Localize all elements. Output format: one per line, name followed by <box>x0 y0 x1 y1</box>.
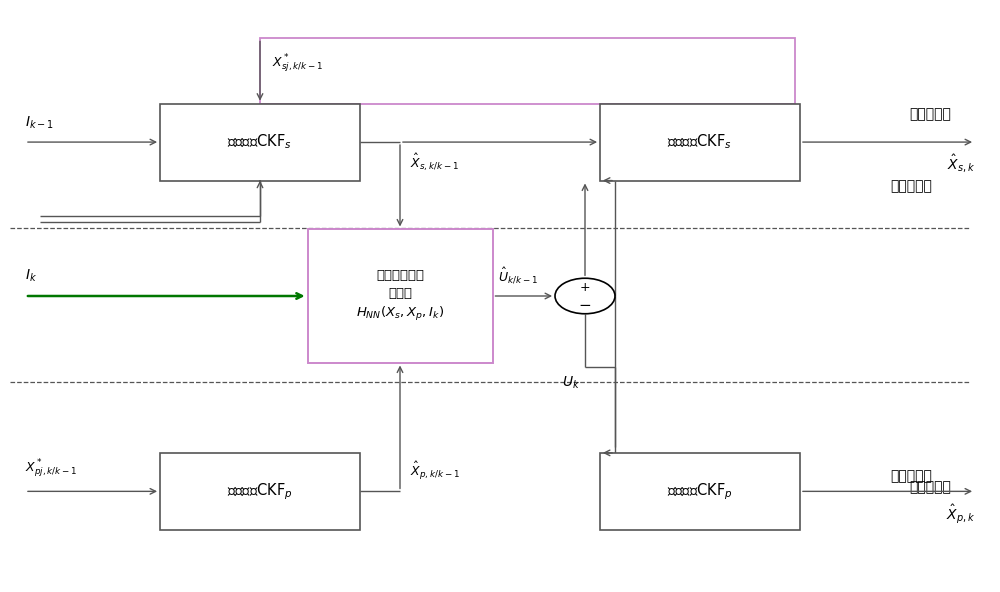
Text: $\hat{X}_{p,k}$: $\hat{X}_{p,k}$ <box>946 502 975 526</box>
Text: +: + <box>580 281 590 294</box>
Text: 量测更新CKF$_s$: 量测更新CKF$_s$ <box>667 133 733 152</box>
Text: 量测更新CKF$_p$: 量测更新CKF$_p$ <box>667 481 733 501</box>
Bar <box>600 453 800 530</box>
Text: 时间更新CKF$_s$: 时间更新CKF$_s$ <box>227 133 293 152</box>
Text: $U_k$: $U_k$ <box>562 374 580 391</box>
Text: $X^*_{sj,k/k-1}$: $X^*_{sj,k/k-1}$ <box>272 53 323 75</box>
Bar <box>260 38 795 104</box>
Text: $\hat{X}_{s,k}$: $\hat{X}_{s,k}$ <box>947 153 975 175</box>
Bar <box>160 453 360 530</box>
Bar <box>600 104 800 181</box>
Text: $\hat{X}_{p,k/k-1}$: $\hat{X}_{p,k/k-1}$ <box>410 461 460 482</box>
Text: −: − <box>579 298 591 313</box>
Text: $\hat{X}_{s,k/k-1}$: $\hat{X}_{s,k/k-1}$ <box>410 151 459 172</box>
Text: $I_{k-1}$: $I_{k-1}$ <box>25 115 54 131</box>
Text: $X^*_{pj,k/k-1}$: $X^*_{pj,k/k-1}$ <box>25 458 77 480</box>
Bar <box>160 104 360 181</box>
Text: 状态卡尔曼: 状态卡尔曼 <box>909 107 951 121</box>
Text: 时间更新CKF$_p$: 时间更新CKF$_p$ <box>227 481 293 501</box>
Text: $\hat{U}_{k/k-1}$: $\hat{U}_{k/k-1}$ <box>498 266 537 285</box>
Text: $I_k$: $I_k$ <box>25 268 37 284</box>
Text: 状态卡尔曼: 状态卡尔曼 <box>890 179 932 194</box>
Text: 权值卡尔曼: 权值卡尔曼 <box>909 480 951 494</box>
Text: 分数阶神经网
络模型
$H_{NN}(X_s,X_p,I_k)$: 分数阶神经网 络模型 $H_{NN}(X_s,X_p,I_k)$ <box>356 269 444 323</box>
Bar <box>308 230 492 362</box>
Text: 权值卡尔曼: 权值卡尔曼 <box>890 469 932 484</box>
